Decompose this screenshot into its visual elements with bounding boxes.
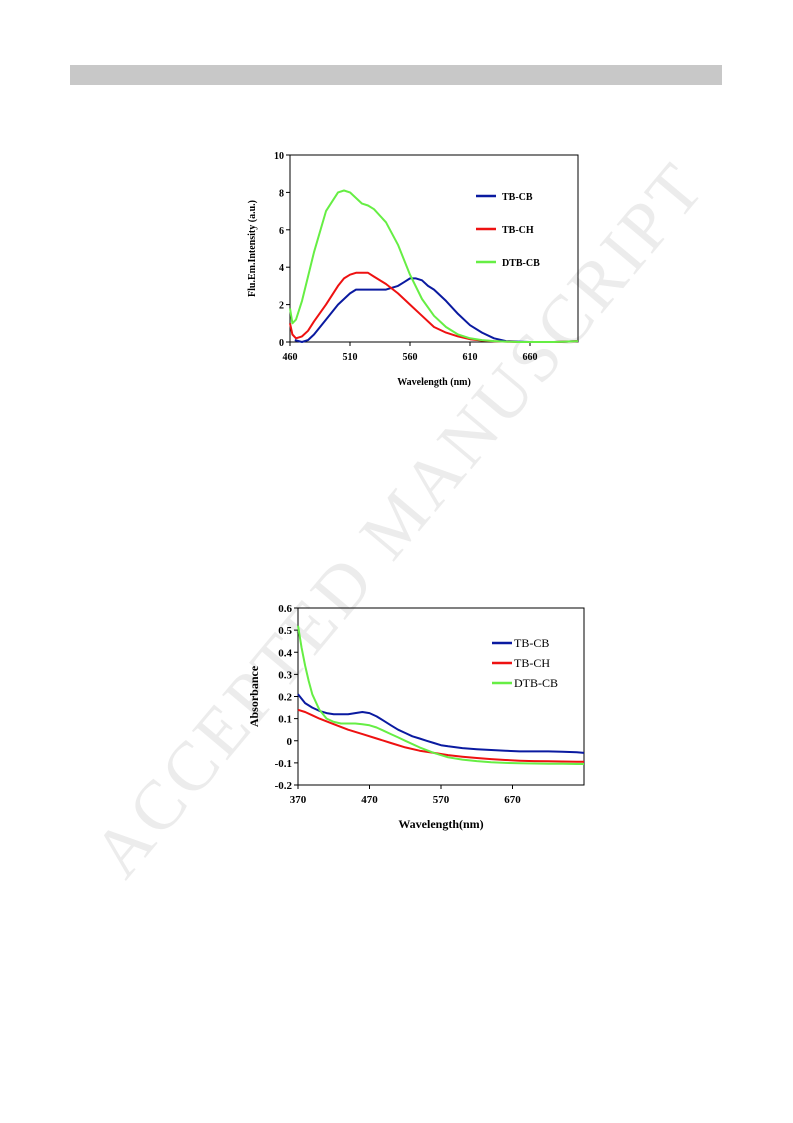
chart2-y-tick-label: 0.5 bbox=[278, 625, 292, 637]
chart1-y-tick-label: 6 bbox=[279, 226, 284, 237]
chart1-legend-label-tb-cb: TB-CB bbox=[502, 192, 533, 203]
chart2-y-tick-label: 0.4 bbox=[278, 647, 292, 659]
chart1-x-tick-label: 510 bbox=[343, 352, 358, 363]
chart2-legend-label-tb-ch: TB-CH bbox=[514, 656, 550, 670]
chart1-y-tick-label: 4 bbox=[279, 263, 284, 274]
chart1-series-dtb-cb-line bbox=[289, 189, 579, 343]
chart2-series-dtb-cb-line bbox=[297, 625, 584, 765]
chart2-series-tb-cb-line bbox=[297, 693, 585, 754]
chart2-y-tick-label: 0.1 bbox=[278, 714, 292, 726]
chart2-y-tick-label: -0.1 bbox=[275, 758, 292, 770]
chart1-legend-label-dtb-cb: DTB-CB bbox=[502, 258, 540, 269]
chart2-legend-label-tb-cb: TB-CB bbox=[514, 636, 549, 650]
chart2-y-tick-label: 0.6 bbox=[278, 603, 292, 615]
chart1-x-axis-label: Wavelength (nm) bbox=[397, 377, 471, 388]
chart1-x-tick-label: 610 bbox=[463, 352, 478, 363]
chart1-x-tick-label: 560 bbox=[403, 352, 418, 363]
chart2-x-tick-label: 570 bbox=[433, 794, 450, 806]
chart1-y-tick-label: 8 bbox=[279, 188, 284, 199]
chart1-series-tb-ch-line bbox=[289, 271, 579, 343]
chart2-series-tb-ch-line bbox=[297, 708, 584, 763]
chart1-x-tick-label: 660 bbox=[523, 352, 538, 363]
chart2-x-tick-label: 370 bbox=[290, 794, 307, 806]
chart2-y-tick-label: 0.3 bbox=[278, 669, 292, 681]
chart2-y-tick-label: 0 bbox=[287, 736, 293, 748]
chart2-x-tick-label: 470 bbox=[361, 794, 378, 806]
chart1-plot-frame bbox=[289, 154, 579, 343]
chart1-y-axis-label: Flu.Em.Intensity (a.u.) bbox=[247, 200, 258, 297]
chart2-y-axis-label: Absorbance bbox=[247, 665, 261, 727]
chart2-x-tick-label: 670 bbox=[504, 794, 521, 806]
chart2-y-tick-label: -0.2 bbox=[275, 780, 293, 792]
chart2-legend-label-dtb-cb: DTB-CB bbox=[514, 676, 558, 690]
chart1-x-tick-label: 460 bbox=[283, 352, 298, 363]
chart1-legend-label-tb-ch: TB-CH bbox=[502, 225, 534, 236]
header-bar bbox=[70, 65, 722, 85]
chart1-y-tick-label: 2 bbox=[279, 301, 284, 312]
chart1-y-tick-label: 0 bbox=[279, 338, 284, 349]
chart2-plot-frame bbox=[297, 607, 585, 786]
chart2-y-tick-label: 0.2 bbox=[278, 692, 292, 704]
chart1-y-tick-label: 10 bbox=[274, 151, 284, 162]
chart2-x-axis-label: Wavelength(nm) bbox=[398, 817, 483, 831]
